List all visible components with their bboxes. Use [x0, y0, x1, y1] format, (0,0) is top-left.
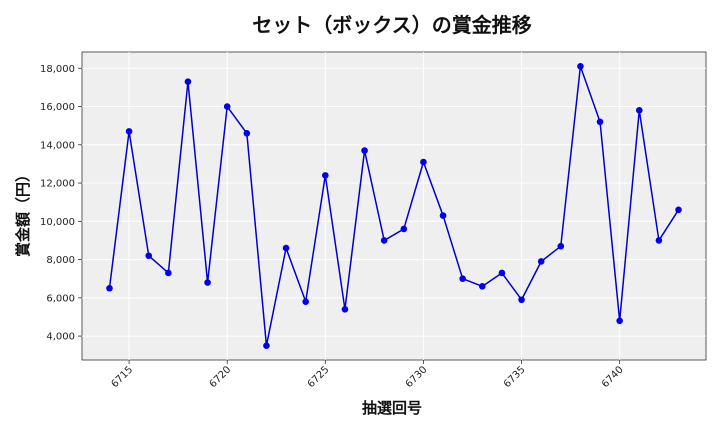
- data-point: [106, 284, 113, 292]
- data-point: [537, 258, 545, 265]
- data-markers: [106, 63, 682, 349]
- y-tick-label: 8,000: [46, 255, 75, 266]
- x-tick-label: 6725: [306, 364, 332, 390]
- data-point: [518, 296, 525, 304]
- x-tick-label: 6730: [404, 364, 430, 390]
- y-tick-label: 14,000: [40, 140, 75, 151]
- data-point: [498, 269, 506, 277]
- x-tick-label: 6735: [502, 364, 528, 390]
- data-point: [459, 275, 466, 282]
- x-axis-label: 抽選回号: [362, 399, 422, 417]
- data-point: [165, 269, 172, 277]
- data-point: [145, 252, 153, 260]
- data-point: [380, 237, 388, 244]
- data-point: [184, 78, 192, 85]
- data-point: [439, 212, 447, 219]
- x-tick-label: 6715: [109, 364, 135, 390]
- y-tick-label: 10,000: [40, 217, 75, 228]
- chart-title: セット（ボックス）の賞金推移: [252, 13, 531, 37]
- data-point: [263, 342, 270, 349]
- series-line: [108, 65, 680, 347]
- data-point: [479, 283, 486, 290]
- data-point: [125, 128, 133, 135]
- x-tick-label: 6740: [600, 364, 626, 390]
- data-point: [420, 158, 427, 166]
- data-point: [635, 107, 643, 114]
- data-point: [282, 244, 290, 252]
- y-tick-label: 6,000: [46, 293, 75, 304]
- data-point: [577, 63, 584, 70]
- data-series: [108, 65, 680, 347]
- y-axis-label: 賞金額（円）: [14, 167, 32, 257]
- y-tick-label: 12,000: [40, 179, 75, 190]
- y-tick-label: 4,000: [46, 332, 75, 343]
- x-tick-label: 6720: [208, 364, 234, 390]
- data-point: [655, 237, 663, 244]
- data-point: [341, 306, 349, 313]
- data-point: [675, 206, 682, 214]
- data-point: [223, 103, 231, 110]
- data-point: [302, 298, 309, 305]
- y-tick-label: 18,000: [40, 64, 75, 75]
- data-point: [400, 225, 408, 233]
- data-point: [361, 147, 368, 154]
- data-point: [616, 317, 623, 325]
- data-point: [322, 172, 329, 179]
- data-point: [204, 279, 211, 286]
- data-point: [596, 118, 604, 126]
- y-tick-label: 16,000: [40, 102, 75, 113]
- data-point: [243, 130, 251, 137]
- data-point: [557, 242, 565, 250]
